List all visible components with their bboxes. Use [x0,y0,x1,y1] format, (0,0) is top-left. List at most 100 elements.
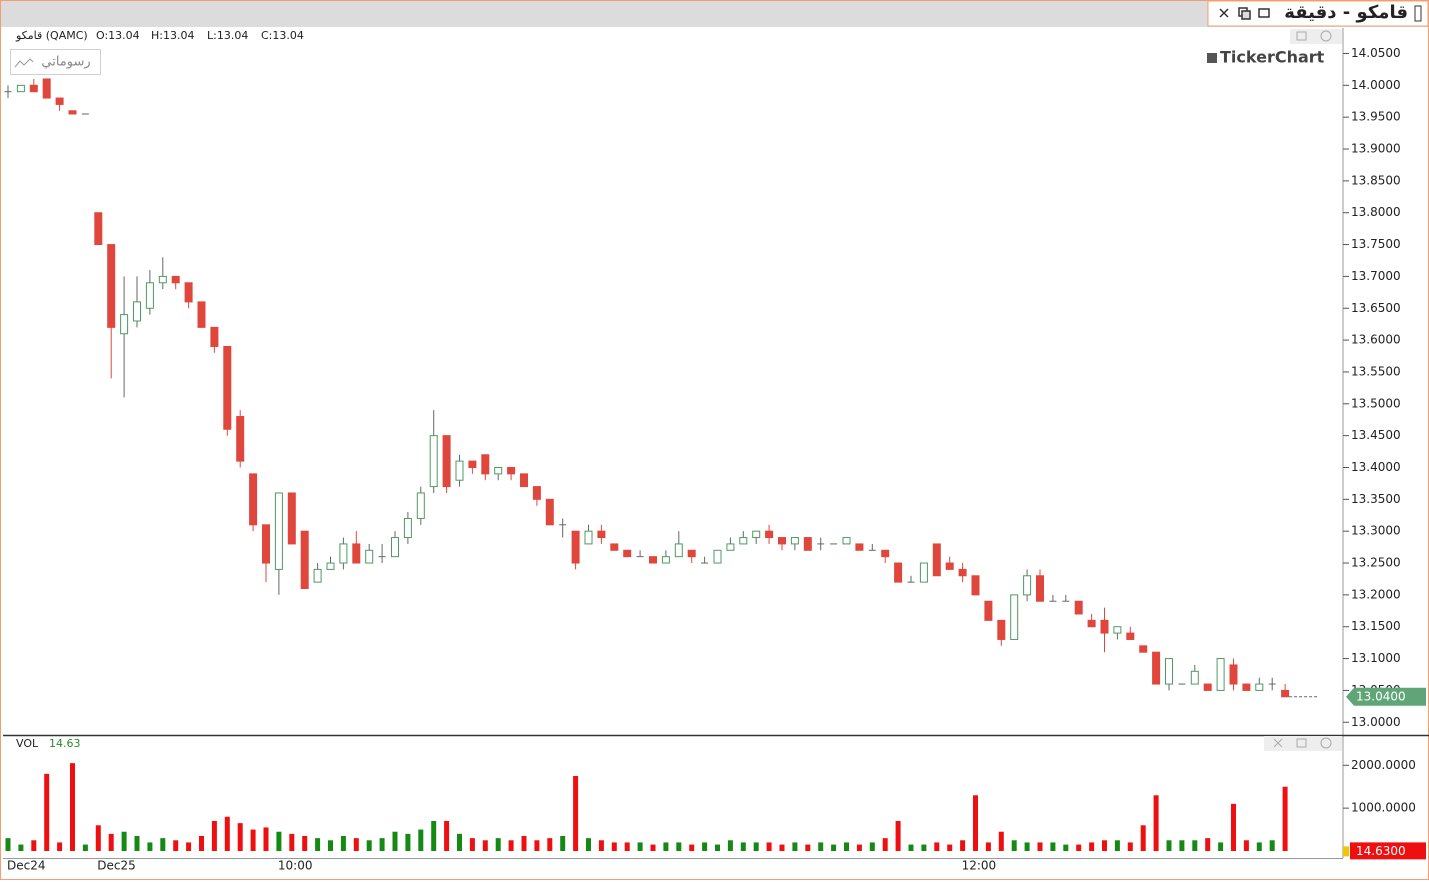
candle-body [790,537,799,545]
candle-body [739,537,748,545]
volume-bar [676,842,682,851]
volume-bar [95,825,101,851]
window-title: قامكو - دقيقة [1284,2,1408,23]
candle-body [842,537,851,545]
candle-body [1229,664,1238,685]
window-controls[interactable] [1219,7,1270,20]
candle-body [16,84,25,93]
logo-icon [1207,53,1217,63]
candle-body [171,275,180,284]
volume-bar [57,842,63,851]
volume-bar [108,833,114,851]
volume-bar [1102,840,1107,851]
volume-bar [5,838,11,851]
volume-last-label: 14.6300 [1356,844,1406,858]
pane-controls[interactable] [1264,29,1342,751]
candle-body [649,556,657,564]
candle-body [1165,658,1173,685]
candle-body [197,301,206,328]
candle-body [584,530,593,545]
y-tick-label: 13.4500 [1351,428,1401,442]
candle-body [55,97,64,105]
volume-bar [147,842,153,851]
candle-body [133,301,141,322]
tab-marker [1414,5,1422,22]
volume-bar [1269,840,1275,851]
candle-body [262,524,270,564]
volume-bar [727,840,733,851]
candle-body [365,549,374,564]
volume-bar [844,842,849,851]
volume-bar [934,842,940,851]
volume-bar [1218,842,1224,851]
volume-current: 14.63 [49,737,81,750]
volume-bar [586,838,591,851]
candle-body [120,314,129,335]
volume-bar [869,842,875,851]
volume-bar [1256,842,1262,851]
symbol-label: قامكو (QAMC) [15,29,88,42]
volume-bar [998,831,1004,851]
candle-body [958,568,967,577]
volume-bar [289,833,295,851]
volume-bar [353,838,359,851]
volume-bar [547,838,553,851]
volume-bar [315,838,321,851]
volume-bar [1011,840,1017,851]
volume-bar [921,844,927,851]
volume-bar [973,795,978,851]
drawings-icon [14,58,34,68]
volume-bar [740,842,746,851]
logo: TickerChart [1220,48,1325,67]
volume-bar [211,821,217,851]
volume-bar [224,816,230,851]
volume-bar [302,836,308,851]
candle-body [442,435,451,488]
volume-bar [482,840,488,851]
volume-bar [1076,844,1082,851]
candle-body [778,537,786,545]
volume-bar [82,844,88,851]
candle-body [1023,575,1032,596]
candle-body [855,543,864,551]
drawings-label: رسوماتي [41,55,90,70]
candle-body [481,454,490,475]
volume-bar [392,831,398,851]
candle-body [429,435,438,488]
volume-bar [431,821,437,851]
volume-bar [908,844,914,851]
y-tick-label: 1000.0000 [1351,801,1416,815]
candle-body [1074,600,1083,615]
last-price-box [1346,687,1426,706]
volume-bar [663,842,669,851]
drawings-button[interactable] [10,49,101,75]
volume-bar [573,776,579,851]
candle-body [997,619,1006,640]
candle-body [1087,619,1096,628]
volume-bar [508,840,514,851]
candle-body [1281,689,1290,698]
y-tick-label: 13.1500 [1351,619,1401,633]
candle-body [1216,658,1225,691]
candle-body [1126,632,1135,640]
candle-body [881,549,890,558]
volume-bar [805,844,811,851]
candle-body [300,530,309,590]
volume-bar [199,836,204,851]
volume-bar [1205,838,1211,851]
candle-body [1190,670,1199,685]
volume-bar [985,842,991,851]
volume-bar [186,842,192,851]
volume-bar [263,827,269,851]
candle-body [932,543,941,577]
y-tick-label: 13.6500 [1351,301,1401,315]
candle-body [1113,626,1122,634]
x-tick-label: Dec25 [97,859,136,873]
volume-bar [1063,844,1069,851]
volume-bar [469,838,475,851]
volume-bar [753,842,759,851]
candle-body [687,549,696,558]
volume-bar [444,821,450,851]
volume-bar [689,844,695,851]
volume-bar [895,821,901,851]
